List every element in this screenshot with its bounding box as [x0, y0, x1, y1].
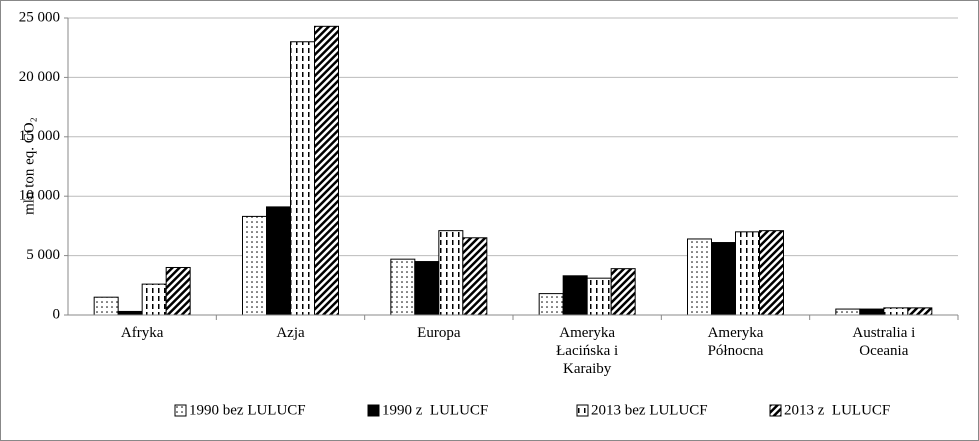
legend-swatch — [367, 404, 380, 417]
y-tick-label: 0 — [53, 306, 61, 322]
bar — [586, 277, 612, 316]
bar — [266, 206, 291, 316]
legend-swatch — [769, 404, 782, 417]
bar — [859, 308, 885, 316]
bar — [414, 261, 440, 316]
bar — [165, 266, 191, 316]
bar — [242, 215, 267, 316]
bar — [711, 242, 736, 316]
bar — [835, 308, 861, 316]
bar — [93, 296, 119, 316]
bar — [610, 268, 636, 316]
bar — [462, 237, 488, 316]
x-tick-label: Australia i Oceania — [852, 325, 916, 359]
legend-swatch — [174, 404, 187, 417]
x-tick-label: Ameryka Łacińska i Karaiby — [556, 325, 619, 377]
bar — [390, 258, 416, 316]
x-tick-label: Afryka — [120, 325, 164, 341]
legend-label: 1990 bez LULUCF — [189, 402, 306, 418]
y-tick-label: 5 000 — [26, 247, 60, 263]
y-tick-label: 20 000 — [19, 69, 60, 85]
x-tick-label: Azja — [276, 325, 305, 341]
bar — [687, 238, 712, 316]
bar — [883, 307, 909, 316]
bar — [538, 293, 564, 316]
y-tick-label: 10 000 — [19, 188, 60, 204]
bar — [141, 283, 167, 316]
y-tick-label: 15 000 — [19, 128, 60, 144]
bar — [759, 230, 784, 316]
bar — [735, 231, 760, 316]
legend-label: 2013 z LULUCF — [784, 402, 890, 418]
bar — [314, 25, 339, 316]
bar — [562, 275, 588, 316]
x-tick-label: Europa — [417, 325, 461, 341]
y-axis-title: mln ton eq. CO₂ — [21, 117, 37, 215]
legend-label: 2013 bez LULUCF — [591, 402, 708, 418]
x-tick-label: Ameryka Północna — [707, 325, 764, 359]
legend-label: 1990 z LULUCF — [382, 402, 488, 418]
legend-swatch — [576, 404, 589, 417]
y-tick-label: 25 000 — [19, 9, 60, 25]
bar — [907, 307, 933, 316]
bar — [438, 230, 464, 316]
bar — [117, 310, 143, 316]
bar — [290, 41, 315, 316]
